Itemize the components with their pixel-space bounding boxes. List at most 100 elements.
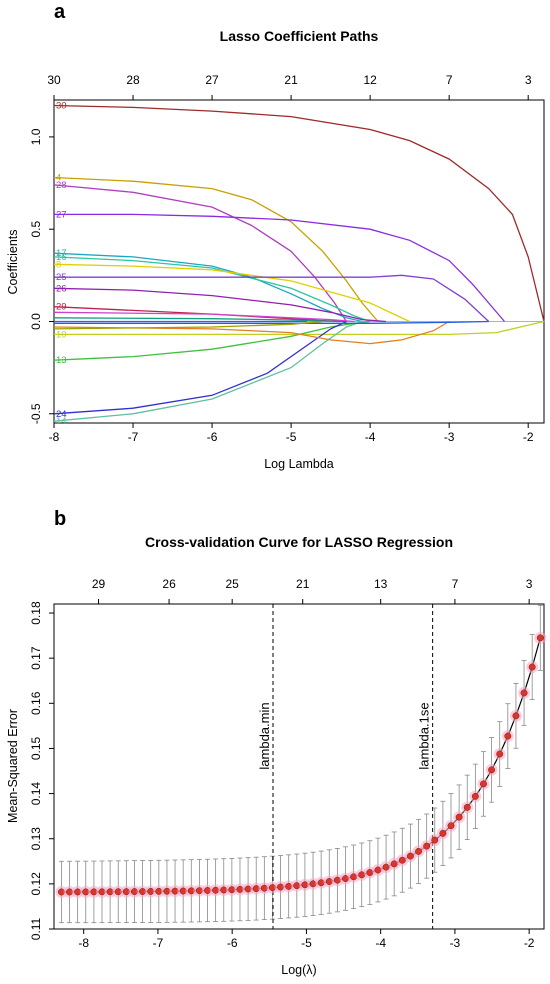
panel-b-xlabel: Log(λ): [281, 963, 316, 977]
cv-point: [536, 634, 544, 642]
cv-point: [488, 766, 496, 774]
y-tick-label: 0.17: [29, 646, 43, 670]
panel-b: b Cross-validation Curve for LASSO Regre…: [6, 508, 547, 977]
coef-path-25: [54, 274, 490, 322]
coef-path-label: 30: [56, 101, 67, 112]
coef-path-label: 28: [56, 180, 67, 191]
coef-path-label: 26: [56, 283, 67, 294]
x-tick-label: -4: [375, 936, 386, 950]
x-tick-label: -5: [286, 430, 297, 444]
cv-point: [447, 822, 455, 830]
panel-a-series: [53, 104, 545, 422]
top-tick-label: 7: [446, 73, 453, 87]
cv-point: [406, 852, 414, 860]
top-tick-label: 29: [92, 577, 106, 591]
coef-path-27: [54, 213, 505, 322]
cv-point: [471, 792, 479, 800]
lambda-1se-label: lambda.1se: [417, 702, 432, 769]
coef-path-unlabeled-18: [53, 320, 323, 330]
x-tick-label: -5: [301, 936, 312, 950]
coef-path-28: [53, 184, 347, 322]
y-tick-label: 0.14: [29, 782, 43, 806]
panel-a-top-ticks: 30 28 27 21 12 7 3: [47, 73, 532, 100]
coef-path-label: 14: [56, 416, 67, 427]
coef-path-10: [54, 320, 545, 336]
x-tick-label: -6: [207, 430, 218, 444]
x-tick-label: -4: [365, 430, 376, 444]
top-tick-label: 21: [284, 73, 298, 87]
y-tick-label: 0.11: [29, 917, 43, 940]
coef-path-label: 4: [56, 173, 61, 184]
x-tick-label: -8: [49, 430, 60, 444]
y-tick-label: 0.13: [29, 827, 43, 851]
y-tick-label: 0.15: [29, 736, 43, 760]
y-tick-label: 0.18: [29, 601, 43, 625]
top-tick-label: 26: [162, 577, 176, 591]
top-tick-label: 7: [452, 577, 459, 591]
cv-point: [398, 856, 406, 864]
coef-path-label: 24: [56, 409, 67, 420]
top-tick-label: 27: [205, 73, 219, 87]
cv-curve-line: [61, 637, 541, 893]
x-tick-label: -7: [128, 430, 139, 444]
panel-b-y-ticks: 0.11 0.12 0.13 0.14 0.15 0.16 0.17 0.18: [29, 601, 54, 940]
cv-point: [504, 732, 512, 740]
cv-point: [439, 829, 447, 837]
cv-point: [455, 813, 463, 821]
cv-point: [520, 689, 528, 697]
panel-b-plot-frame: [53, 603, 545, 930]
y-tick-label: 0.0: [29, 313, 43, 330]
cv-point: [415, 847, 422, 855]
y-tick-label: 1.0: [29, 128, 43, 145]
coef-path-14: [53, 320, 363, 422]
x-tick-label: -2: [523, 430, 534, 444]
coef-path-unlabeled-14: [53, 320, 450, 345]
coef-path-label: 13: [56, 355, 67, 366]
cv-point: [512, 712, 520, 720]
y-tick-label: 0.12: [29, 872, 43, 896]
coef-path-24: [53, 320, 347, 415]
cv-point: [496, 750, 504, 758]
coef-path-unlabeled-15: [53, 311, 355, 323]
lambda-min-label: lambda.min: [257, 702, 272, 769]
cv-point: [390, 860, 398, 868]
panel-a-ylabel: Coefficients: [6, 229, 20, 294]
panel-b-ylabel: Mean-Squared Error: [6, 709, 20, 823]
x-tick-label: -7: [153, 936, 164, 950]
coef-path-17: [53, 252, 363, 323]
x-tick-label: -3: [444, 430, 455, 444]
coef-path-label: 29: [56, 302, 67, 313]
x-tick-label: -8: [78, 936, 89, 950]
top-tick-label: 12: [363, 73, 377, 87]
panel-b-error-bars: [58, 604, 543, 924]
coef-path-unlabeled-16: [54, 320, 489, 324]
panel-a-title: Lasso Coefficient Paths: [220, 28, 379, 44]
y-tick-label: -0.5: [29, 403, 43, 424]
panel-b-letter: b: [54, 508, 66, 530]
panel-a-xlabel: Log Lambda: [264, 457, 334, 471]
coef-path-label: 10: [56, 329, 67, 340]
x-tick-label: -6: [227, 936, 238, 950]
panel-b-x-ticks: -8 -7 -6 -5 -4 -3 -2: [78, 929, 535, 950]
top-tick-label: 3: [526, 577, 533, 591]
panel-a: a Lasso Coefficient Paths Log Lambda Coe…: [6, 1, 545, 471]
top-tick-label: 3: [525, 73, 532, 87]
panel-a-plot-frame: [53, 99, 545, 424]
cv-point: [431, 836, 439, 844]
coef-path-26: [53, 287, 386, 323]
top-tick-label: 21: [296, 577, 310, 591]
top-tick-label: 13: [374, 577, 388, 591]
coef-path-16: [53, 256, 371, 323]
coef-path-label: 16: [56, 252, 67, 263]
cv-point: [423, 842, 431, 850]
cv-point: [480, 780, 487, 788]
panel-b-top-ticks: 29 26 25 21 13 7 3: [92, 577, 533, 604]
top-tick-label: 30: [47, 73, 61, 87]
top-tick-label: 25: [226, 577, 240, 591]
cv-point: [463, 803, 471, 811]
coef-path-30: [53, 104, 545, 322]
coef-path-8: [53, 263, 410, 323]
coef-path-label: 17: [56, 248, 67, 259]
